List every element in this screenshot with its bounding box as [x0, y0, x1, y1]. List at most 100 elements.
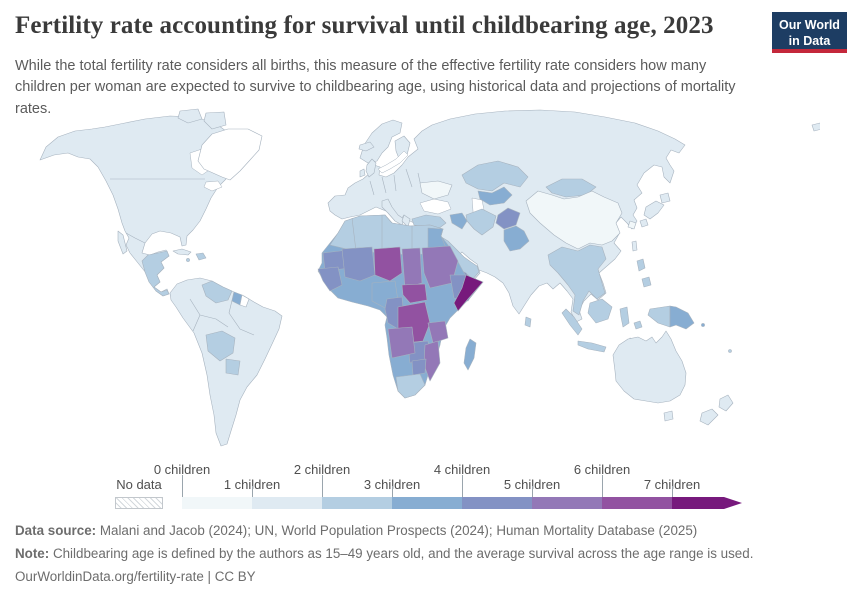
- legend-label-6: 6 children: [573, 462, 631, 477]
- region-baja-california[interactable]: [117, 230, 128, 255]
- region-iceland[interactable]: [358, 141, 375, 152]
- footer-data-source: Data source: Malani and Jacob (2024); UN…: [15, 523, 835, 538]
- region-paraguay[interactable]: [225, 358, 241, 376]
- legend-arrow-icon: [724, 497, 742, 509]
- region-hispaniola[interactable]: [195, 252, 207, 261]
- legend-seg-3-4[interactable]: [392, 497, 462, 509]
- owid-logo[interactable]: Our World in Data: [772, 12, 847, 53]
- region-taiwan[interactable]: [631, 240, 638, 252]
- border-south-america: [189, 291, 255, 336]
- great-lakes: [203, 180, 223, 192]
- region-angola[interactable]: [387, 326, 416, 359]
- region-philippines[interactable]: [636, 258, 652, 288]
- legend-label-7: 7 children: [643, 477, 701, 492]
- page-title: Fertility rate accounting for survival u…: [15, 12, 714, 39]
- region-afghanistan[interactable]: [495, 207, 521, 230]
- region-central-america[interactable]: [141, 250, 170, 297]
- region-chad[interactable]: [401, 247, 423, 289]
- chart-subtitle: While the total fertility rate considers…: [15, 58, 736, 117]
- region-somalia[interactable]: [453, 274, 484, 312]
- region-tanzania[interactable]: [427, 320, 449, 344]
- region-central-asia[interactable]: [477, 186, 513, 206]
- legend-label-3: 3 children: [363, 477, 421, 492]
- legend-label-2: 2 children: [293, 462, 351, 477]
- legend-tick-0: [182, 475, 183, 497]
- region-pakistan[interactable]: [503, 225, 530, 252]
- legend-label-4: 4 children: [433, 462, 491, 477]
- region-papua-new-guinea[interactable]: [669, 305, 695, 330]
- region-fiji[interactable]: [728, 349, 732, 353]
- region-madagascar[interactable]: [463, 338, 477, 371]
- region-iran[interactable]: [465, 208, 497, 236]
- region-french-guiana[interactable]: [239, 294, 250, 308]
- region-borneo[interactable]: [587, 298, 613, 324]
- legend-tick-6: [602, 475, 603, 497]
- legend-label-5: 5 children: [503, 477, 561, 492]
- border-us-mexico: [125, 232, 146, 244]
- region-papua-indonesia[interactable]: [647, 305, 671, 328]
- region-bolivia[interactable]: [205, 330, 236, 362]
- region-ukraine[interactable]: [419, 180, 453, 200]
- region-kazakhstan[interactable]: [461, 160, 529, 192]
- legend-seg-4-5[interactable]: [462, 497, 532, 509]
- baltic-sea: [377, 150, 409, 174]
- legend-tick-2: [322, 475, 323, 497]
- region-indochina[interactable]: [547, 244, 607, 316]
- legend-seg-7-plus[interactable]: [672, 497, 724, 509]
- legend-tick-4: [462, 475, 463, 497]
- region-scandinavia[interactable]: [359, 119, 403, 164]
- region-java[interactable]: [577, 340, 607, 353]
- legend-no-data-swatch[interactable]: [115, 497, 163, 509]
- region-senegal-guinea[interactable]: [317, 266, 343, 292]
- world-map-svg: [39, 108, 823, 447]
- region-zimbabwe[interactable]: [411, 358, 427, 376]
- legend-tick-5: [532, 486, 533, 497]
- region-sulawesi[interactable]: [619, 306, 630, 328]
- region-mongolia[interactable]: [545, 178, 597, 198]
- footer-source-label: Data source:: [15, 523, 97, 538]
- region-australia[interactable]: [612, 330, 687, 404]
- region-united-kingdom[interactable]: [365, 158, 377, 178]
- legend-seg-5-6[interactable]: [532, 497, 602, 509]
- legend-tick-7: [672, 486, 673, 497]
- region-sumatra[interactable]: [561, 308, 583, 336]
- region-niger[interactable]: [373, 246, 403, 282]
- region-south-africa[interactable]: [395, 373, 426, 399]
- region-south-korea[interactable]: [627, 220, 637, 230]
- region-jamaica[interactable]: [186, 258, 190, 262]
- region-cuba[interactable]: [172, 248, 192, 256]
- region-tasmania[interactable]: [663, 410, 674, 422]
- border-europe: [369, 168, 423, 196]
- region-solomon-islands[interactable]: [701, 323, 705, 327]
- region-ireland[interactable]: [359, 168, 366, 178]
- legend-label-0: 0 children: [153, 462, 211, 477]
- legend-seg-2-3[interactable]: [322, 497, 392, 509]
- region-greenland[interactable]: [197, 128, 263, 181]
- region-china[interactable]: [525, 190, 623, 250]
- footer-note: Note: Childbearing age is defined by the…: [15, 546, 835, 561]
- world-choropleth-map: [30, 103, 823, 465]
- region-chukotka-fragment[interactable]: [811, 122, 823, 132]
- region-japan[interactable]: [639, 192, 671, 228]
- footer-note-label: Note:: [15, 546, 50, 561]
- footer-source-text: Malani and Jacob (2024); UN, World Popul…: [96, 523, 698, 538]
- footer-note-text: Childbearing age is defined by the autho…: [49, 546, 754, 561]
- region-iraq[interactable]: [449, 212, 468, 230]
- legend-seg-0-1[interactable]: [182, 497, 252, 509]
- region-mali[interactable]: [341, 246, 376, 282]
- region-sri-lanka[interactable]: [524, 316, 532, 328]
- legend-tick-3: [392, 486, 393, 497]
- region-venezuela[interactable]: [201, 280, 233, 304]
- legend-seg-1-2[interactable]: [252, 497, 322, 509]
- legend-color-bar[interactable]: [182, 497, 742, 509]
- legend-seg-6-7[interactable]: [602, 497, 672, 509]
- region-central-african-republic[interactable]: [401, 283, 428, 304]
- owid-logo-line2: in Data: [788, 34, 831, 49]
- owid-logo-line1: Our World: [779, 18, 840, 32]
- legend-label-1: 1 children: [223, 477, 281, 492]
- region-new-zealand[interactable]: [699, 394, 734, 426]
- legend-no-data-label: No data: [116, 477, 162, 492]
- footer-citation[interactable]: OurWorldinData.org/fertility-rate | CC B…: [15, 569, 256, 584]
- legend-tick-1: [252, 486, 253, 497]
